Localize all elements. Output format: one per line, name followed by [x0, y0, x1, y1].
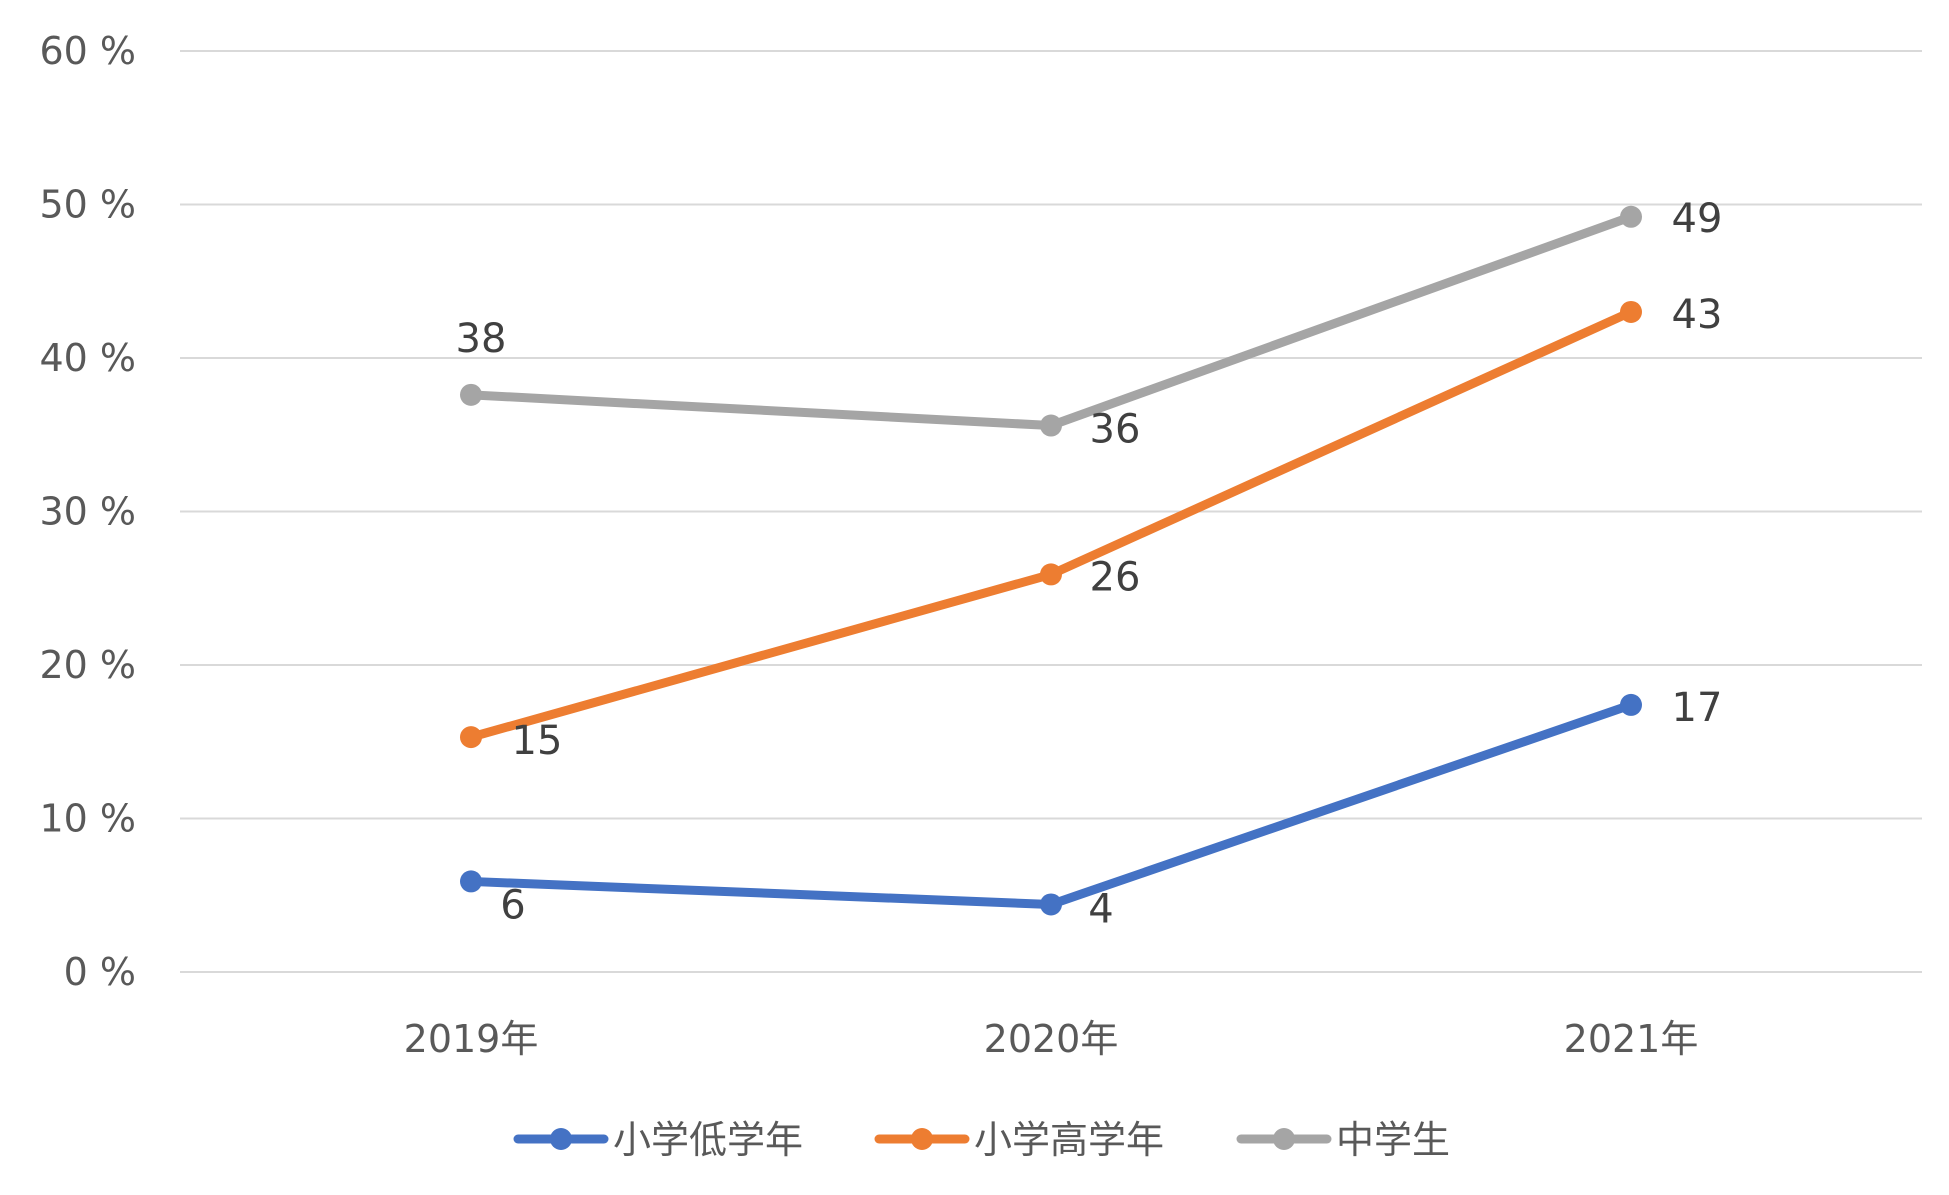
- data-label: 6: [500, 882, 525, 928]
- series-line: [466, 307, 1636, 742]
- data-point: [1040, 563, 1062, 586]
- data-point: [1620, 300, 1642, 323]
- data-point: [1620, 205, 1642, 228]
- legend-marker: [911, 1128, 933, 1150]
- data-point: [1620, 693, 1642, 716]
- legend: 小学低学年 小学高学年 中学生: [513, 1118, 1450, 1162]
- y-tick-label: 50 %: [39, 183, 136, 227]
- data-label: 43: [1672, 292, 1723, 338]
- legend-label: 小学低学年: [613, 1118, 803, 1162]
- y-tick-label: 10 %: [39, 797, 136, 841]
- gridlines: [180, 50, 1922, 973]
- data-label: 15: [512, 718, 563, 764]
- x-tick-label: 2021年: [1564, 1017, 1699, 1061]
- data-point: [1040, 414, 1062, 437]
- data-label: 4: [1088, 886, 1113, 932]
- legend-marker: [1273, 1128, 1295, 1150]
- data-point: [460, 870, 482, 893]
- data-point: [1040, 893, 1062, 916]
- data-labels: 6 4 17 15 26 43 38 36 49: [456, 196, 1723, 933]
- x-tick-label: 2020年: [984, 1017, 1119, 1061]
- series-line: [466, 700, 1636, 909]
- y-tick-label: 40 %: [39, 336, 136, 380]
- data-label: 49: [1672, 196, 1723, 242]
- legend-marker: [550, 1128, 572, 1150]
- x-tick-label: 2019年: [404, 1017, 539, 1061]
- x-axis-ticks: 2019年 2020年 2021年: [404, 1017, 1699, 1061]
- y-axis-ticks: 0 % 10 % 20 % 30 % 40 % 50 % 60 %: [39, 29, 136, 994]
- legend-label: 小学高学年: [974, 1118, 1164, 1162]
- data-label: 26: [1090, 554, 1141, 600]
- y-tick-label: 30 %: [39, 490, 136, 534]
- data-point: [460, 383, 482, 406]
- series-lines: [460, 205, 1642, 916]
- data-label: 17: [1672, 685, 1723, 731]
- data-label: 36: [1090, 407, 1141, 453]
- legend-label: 中学生: [1336, 1118, 1450, 1162]
- data-label: 38: [456, 316, 507, 362]
- y-tick-label: 20 %: [39, 643, 136, 687]
- y-tick-label: 60 %: [39, 29, 136, 73]
- data-point: [460, 726, 482, 749]
- y-tick-label: 0 %: [64, 950, 136, 994]
